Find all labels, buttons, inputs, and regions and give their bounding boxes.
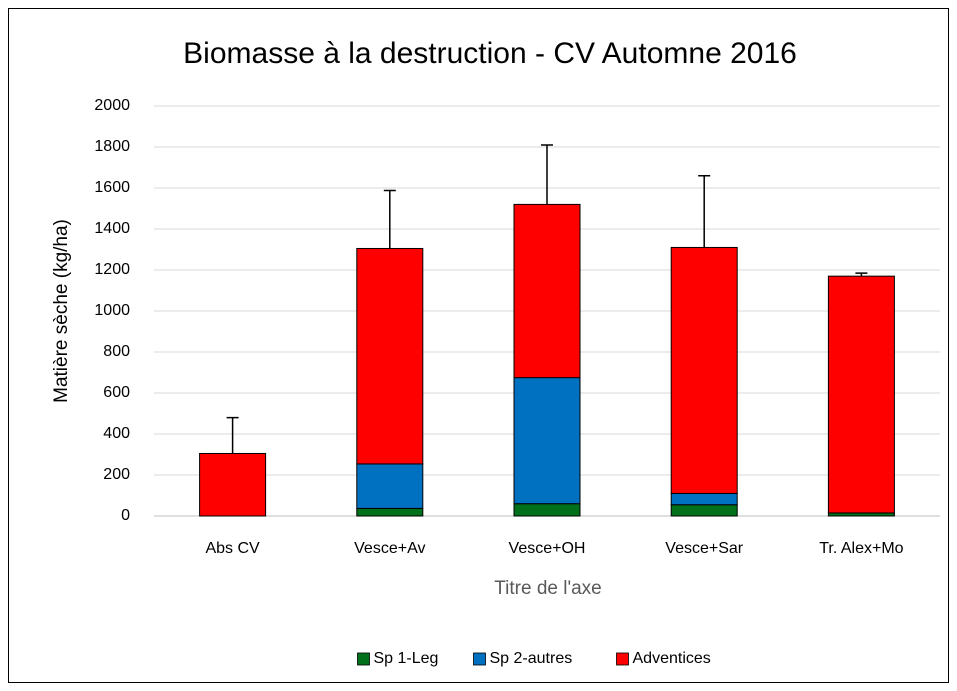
- x-tick-label: Vesce+Sar: [665, 540, 744, 557]
- x-tick-label: Vesce+OH: [509, 540, 586, 557]
- legend-swatch: [357, 652, 370, 666]
- y-tick-label: 1000: [94, 302, 130, 319]
- error-bar: [383, 189, 396, 249]
- y-tick-label: 800: [103, 343, 130, 360]
- bar-segment: [670, 246, 738, 494]
- legend-label: Adventices: [633, 650, 711, 667]
- y-tick-label: 1800: [94, 138, 130, 155]
- error-bar: [226, 416, 239, 454]
- x-tick-label: Abs CV: [205, 540, 260, 557]
- chart-frame: [8, 8, 949, 683]
- bar-segment: [513, 203, 581, 379]
- legend-label: Sp 2-autres: [490, 650, 573, 667]
- bar-segment: [513, 503, 581, 517]
- bar-segment: [670, 492, 738, 506]
- y-tick-label: 1400: [94, 220, 130, 237]
- legend-swatch: [473, 652, 486, 666]
- y-axis-label: Matière sèche (kg/ha): [51, 219, 72, 403]
- bar-segment: [356, 247, 424, 465]
- bar-segment: [356, 463, 424, 509]
- bar-segment: [827, 275, 895, 514]
- y-tick-label: 600: [103, 384, 130, 401]
- legend-swatch: [616, 652, 629, 666]
- y-tick-label: 1200: [94, 261, 130, 278]
- error-bar: [541, 144, 553, 205]
- y-tick-label: 400: [103, 425, 130, 442]
- error-bar: [855, 272, 868, 277]
- error-bar: [698, 174, 711, 248]
- bar-segment: [513, 377, 581, 505]
- y-tick-label: 200: [103, 466, 130, 483]
- bar-segment: [356, 507, 424, 517]
- x-tick-label: Vesce+Av: [354, 540, 425, 557]
- bar-segment: [199, 452, 267, 517]
- y-tick-label: 2000: [94, 97, 130, 114]
- chart-title: Biomasse à la destruction - CV Automne 2…: [183, 37, 797, 70]
- y-tick-label: 1600: [94, 179, 130, 196]
- legend-label: Sp 1-Leg: [374, 650, 439, 667]
- bar-segment: [670, 504, 738, 517]
- x-tick-label: Tr. Alex+Mo: [819, 540, 903, 557]
- y-tick-label: 0: [121, 507, 130, 524]
- x-axis-label: Titre de l'axe: [494, 578, 601, 599]
